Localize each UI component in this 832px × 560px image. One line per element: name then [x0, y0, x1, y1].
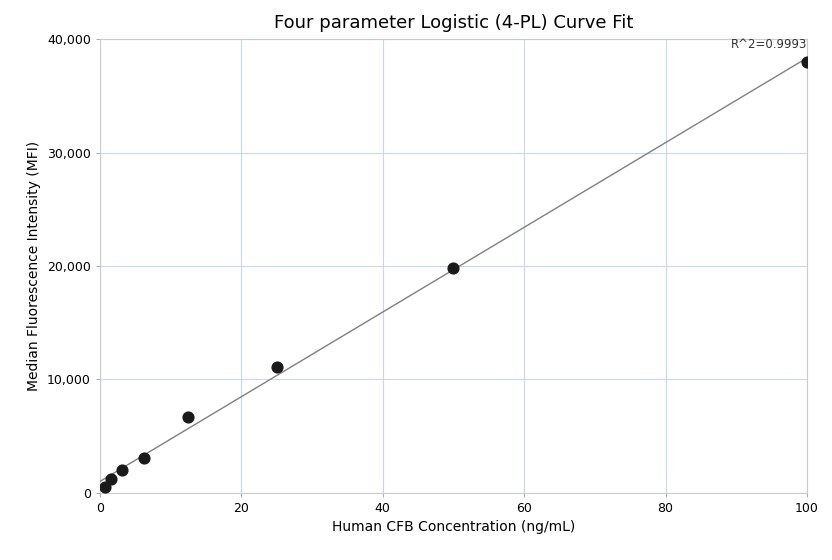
- Point: [104, 475, 117, 484]
- Point: [181, 412, 195, 421]
- Point: [800, 57, 814, 66]
- Point: [270, 362, 283, 371]
- Title: Four parameter Logistic (4-PL) Curve Fit: Four parameter Logistic (4-PL) Curve Fit: [274, 14, 633, 32]
- X-axis label: Human CFB Concentration (ng/mL): Human CFB Concentration (ng/mL): [332, 520, 575, 534]
- Point: [99, 483, 112, 492]
- Point: [447, 264, 460, 273]
- Point: [116, 466, 129, 475]
- Point: [137, 453, 151, 462]
- Y-axis label: Median Fluorescence Intensity (MFI): Median Fluorescence Intensity (MFI): [27, 141, 42, 391]
- Text: R^2=0.9993: R^2=0.9993: [730, 38, 807, 51]
